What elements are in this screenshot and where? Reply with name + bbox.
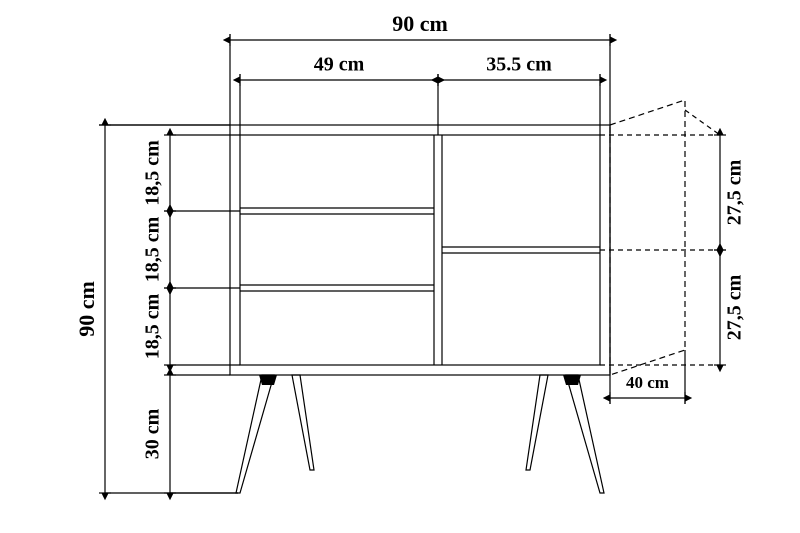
dim-inner-left: 49 cm [314,54,365,76]
dim-right-upper: 27,5 cm [724,159,746,225]
cabinet-outer [230,125,610,375]
leg-back [292,375,314,470]
leg-cap [563,375,581,385]
dim-depth: 40 cm [626,373,669,392]
dim-total-width: 90 cm [392,11,448,36]
dim-legs: 30 cm [142,408,164,459]
dim-shelf-2: 18,5 cm [142,216,164,282]
leg-cap [259,375,277,385]
dim-right-lower: 27,5 cm [724,274,746,340]
dim-shelf-1: 18,5 cm [142,140,164,206]
leg-front [566,375,604,493]
dim-total-height: 90 cm [74,281,99,337]
cabinet-inner [240,135,600,365]
dim-shelf-3: 18,5 cm [142,293,164,359]
dim-inner-right: 35.5 cm [486,54,552,76]
leg-front [236,375,274,493]
leg-back [526,375,548,470]
door-open [610,100,685,375]
